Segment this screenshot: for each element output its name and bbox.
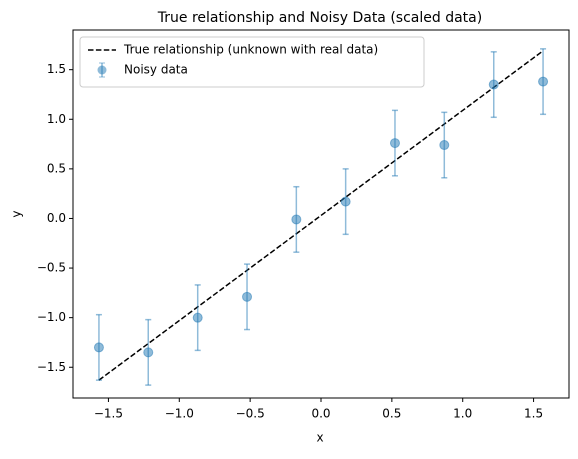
legend-box	[79, 36, 425, 88]
y-tick-label: 0.5	[47, 161, 66, 175]
point	[389, 138, 400, 149]
point	[291, 214, 302, 225]
y-tick-label: 0.0	[47, 211, 66, 225]
point	[93, 342, 104, 353]
x-tick-label: 1.0	[453, 407, 472, 421]
point	[439, 140, 450, 151]
point	[192, 312, 203, 323]
plot-frame	[72, 29, 570, 399]
point	[242, 291, 253, 302]
x-axis-label: x	[316, 431, 323, 445]
y-tick-label: 1.5	[47, 62, 66, 76]
x-tick-label: 1.5	[524, 407, 543, 421]
x-tick-label: 0.0	[311, 407, 330, 421]
point	[488, 79, 499, 90]
x-tick-label: 0.5	[382, 407, 401, 421]
point	[340, 196, 351, 207]
y-tick-label: −0.5	[37, 261, 66, 275]
chart-title: True relationship and Noisy Data (scaled…	[157, 10, 482, 26]
x-tick-label: −1.0	[165, 407, 194, 421]
y-tick-label: −1.5	[37, 360, 66, 374]
y-tick-label: 1.0	[47, 112, 66, 126]
legend-swatch	[97, 65, 107, 75]
y-tick-label: −1.0	[37, 310, 66, 324]
legend-label: True relationship (unknown with real dat…	[123, 43, 378, 57]
x-tick-label: −1.5	[94, 407, 123, 421]
legend-label: Noisy data	[124, 63, 188, 77]
point	[538, 76, 549, 87]
point	[143, 347, 154, 358]
true-line	[98, 50, 544, 381]
x-tick-label: −0.5	[236, 407, 265, 421]
y-axis-label: y	[10, 210, 24, 217]
